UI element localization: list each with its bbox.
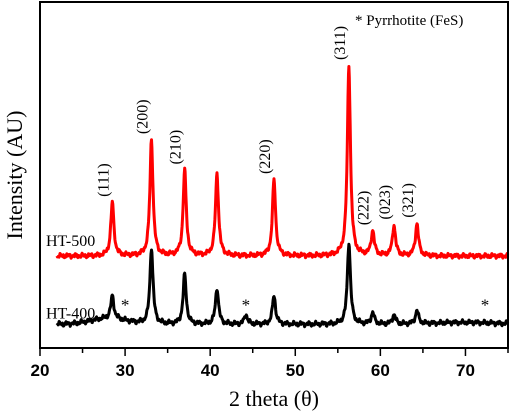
peak-label: (111) <box>95 163 112 196</box>
x-tick-label: 40 <box>201 361 220 380</box>
series-label-ht-500: HT-500 <box>46 233 95 250</box>
legend-note: * Pyrrhotite (FeS) <box>355 13 463 29</box>
x-tick-label: 30 <box>116 361 135 380</box>
x-tick-label: 70 <box>456 361 475 380</box>
peak-label: (023) <box>377 185 394 220</box>
series-line-ht-400 <box>55 242 510 329</box>
series-label-ht-400: HT-400 <box>46 305 95 322</box>
plot-frame <box>39 1 509 349</box>
impurity-marker: * <box>121 295 130 314</box>
peak-label: (222) <box>356 191 373 226</box>
x-tick-label: 50 <box>286 361 305 380</box>
plot-area: HT-500 HT-400 (111) (200) (210) (220) (311) (22… <box>46 26 510 329</box>
peak-label: (321) <box>400 183 417 218</box>
peak-label: (200) <box>134 99 151 134</box>
x-tick-label: 60 <box>371 361 390 380</box>
y-axis-label: Intensity (AU) <box>2 111 27 240</box>
peak-label: (220) <box>257 139 274 174</box>
peak-label: (210) <box>168 130 185 165</box>
impurity-marker: * <box>481 295 490 314</box>
x-axis-label: 2 theta (θ) <box>229 386 319 411</box>
peak-label: (311) <box>332 26 349 60</box>
impurity-marker: * <box>242 295 251 314</box>
x-tick-label: 20 <box>31 361 50 380</box>
axes: 20 30 40 50 60 70 <box>31 348 509 380</box>
series-line-ht-500 <box>55 65 510 260</box>
